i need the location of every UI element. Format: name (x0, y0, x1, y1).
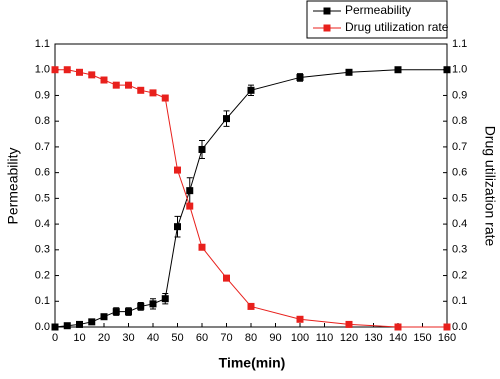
marker (186, 202, 194, 210)
marker (345, 320, 353, 328)
x-axis-title: Time(min) (219, 355, 286, 371)
marker (112, 308, 120, 316)
y-tick-label: 0.6 (35, 167, 50, 179)
x-tick-label: 100 (291, 332, 309, 344)
marker (174, 223, 181, 231)
marker (137, 302, 145, 310)
y2-tick-label: 0.0 (452, 321, 467, 333)
marker (63, 66, 71, 74)
marker (76, 68, 83, 76)
marker (247, 302, 255, 310)
x-tick-label: 40 (147, 332, 159, 344)
y-tick-label: 0.1 (35, 295, 50, 307)
marker (247, 86, 255, 94)
marker (51, 323, 59, 331)
legend-label: Drug utilization rate (345, 20, 449, 34)
y-tick-label: 1.0 (35, 64, 50, 76)
marker (296, 315, 304, 323)
y-axis-title: Permeability (5, 147, 21, 224)
y2-axis-title: Drug utilization rate (482, 126, 498, 247)
marker (51, 66, 59, 74)
marker (223, 115, 230, 123)
x-tick-label: 90 (269, 332, 281, 344)
marker (100, 76, 108, 84)
marker (174, 166, 181, 174)
marker (161, 94, 169, 102)
y-tick-label: 0.0 (35, 321, 50, 333)
x-tick-label: 30 (122, 332, 134, 344)
marker (88, 318, 96, 326)
y-tick-label: 1.1 (35, 38, 50, 50)
marker (186, 187, 194, 195)
x-tick-label: 140 (389, 332, 407, 344)
legend-box (306, 0, 448, 39)
y2-tick-label: 0.6 (452, 167, 467, 179)
marker (161, 295, 169, 303)
x-tick-label: 110 (316, 332, 334, 344)
marker (345, 68, 353, 76)
y2-tick-label: 0.9 (452, 89, 467, 101)
x-tick-label: 130 (364, 332, 382, 344)
marker (137, 86, 145, 94)
x-tick-label: 70 (220, 332, 232, 344)
marker (63, 322, 71, 330)
marker (296, 73, 304, 81)
x-tick-label: 50 (171, 332, 183, 344)
x-tick-label: 20 (98, 332, 110, 344)
marker (394, 66, 402, 74)
y2-tick-label: 1.0 (452, 64, 467, 76)
y2-tick-label: 0.5 (452, 192, 467, 204)
marker (76, 320, 83, 328)
legend-marker (323, 24, 331, 32)
marker (223, 274, 230, 282)
legend-marker (323, 7, 331, 15)
marker (149, 300, 157, 308)
y2-tick-label: 0.3 (452, 244, 467, 256)
y2-tick-label: 0.2 (452, 269, 467, 281)
legend-label: Permeability (345, 3, 411, 17)
marker (198, 243, 206, 251)
marker (198, 145, 206, 153)
marker (394, 323, 402, 331)
series-line (55, 69, 447, 328)
x-tick-label: 80 (245, 332, 257, 344)
marker (125, 308, 132, 316)
y2-tick-label: 0.4 (452, 218, 467, 230)
x-tick-label: 150 (413, 332, 431, 344)
marker (88, 71, 96, 79)
y2-tick-label: 1.1 (452, 38, 467, 50)
marker (112, 81, 120, 89)
x-tick-label: 0 (52, 332, 58, 344)
y-tick-label: 0.7 (35, 141, 50, 153)
y2-tick-label: 0.7 (452, 141, 467, 153)
x-tick-label: 120 (340, 332, 358, 344)
marker (443, 66, 451, 74)
marker (443, 323, 451, 331)
marker (149, 89, 157, 97)
y2-tick-label: 0.8 (452, 115, 467, 127)
y-tick-label: 0.4 (35, 218, 50, 230)
y2-tick-label: 0.1 (452, 295, 467, 307)
y-tick-label: 0.8 (35, 115, 50, 127)
marker (100, 313, 108, 321)
y-tick-label: 0.2 (35, 269, 50, 281)
y-tick-label: 0.9 (35, 89, 50, 101)
y-tick-label: 0.3 (35, 244, 50, 256)
y-tick-label: 0.5 (35, 192, 50, 204)
marker (125, 81, 132, 89)
series-line (54, 69, 447, 328)
x-tick-label: 160 (438, 332, 456, 344)
x-tick-label: 10 (73, 332, 85, 344)
x-tick-label: 60 (196, 332, 208, 344)
